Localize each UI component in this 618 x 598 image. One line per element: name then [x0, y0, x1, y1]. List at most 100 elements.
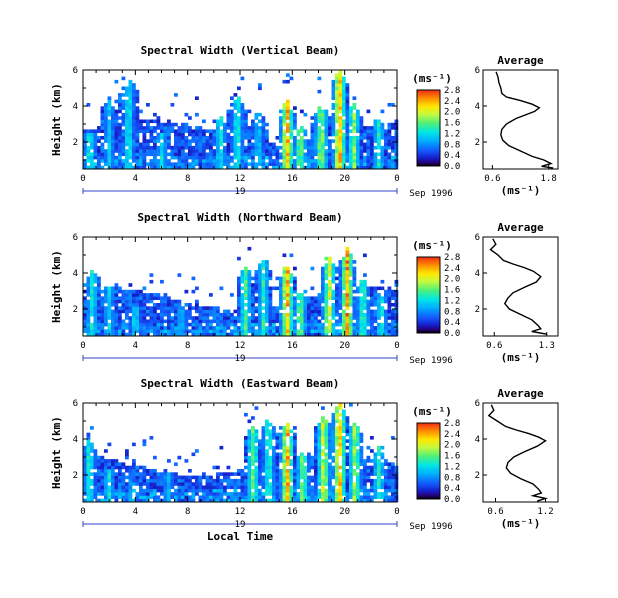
panel2-cell [345, 306, 350, 310]
panel1-cell [181, 152, 185, 157]
panel2-cell [195, 326, 199, 330]
panel2-cell [240, 276, 245, 281]
panel3-cell [321, 429, 325, 433]
panel2-cell [387, 289, 392, 294]
panel2-cell [370, 293, 374, 297]
panel2-cell [268, 332, 273, 337]
panel1-cell [331, 103, 336, 107]
panel2-cell [342, 276, 346, 281]
panel3-cell [282, 498, 287, 503]
panel1-cell [289, 116, 294, 120]
panel2-cell [268, 309, 273, 314]
panel1-cell [349, 142, 353, 147]
panel2-cell [352, 303, 357, 307]
panel1-colorbar-segment [417, 124, 440, 126]
panel2-cell [114, 296, 119, 300]
panel3-cell [373, 495, 378, 499]
panel3-cell [286, 449, 290, 453]
panel3-cell [188, 469, 192, 473]
panel1-colorbar-segment [417, 160, 440, 163]
panel3-cell [100, 488, 105, 493]
panel2-cell [160, 316, 164, 320]
panel2-cell [261, 316, 266, 320]
panel1-cell [373, 136, 378, 140]
panel3-cell [338, 419, 343, 424]
panel1-cell [254, 142, 259, 147]
panel3-cell [342, 455, 346, 460]
panel1-cell [317, 152, 322, 157]
panel3-cell [244, 475, 248, 480]
panel2-cell [83, 316, 87, 320]
panel3-cell [181, 492, 185, 496]
panel2-cell [268, 270, 273, 274]
panel3-cell [345, 426, 350, 430]
panel2-cell [128, 329, 133, 333]
panel3-cell [279, 485, 283, 490]
panel2-colorbar-segment [417, 267, 440, 269]
panel2-colorbar-segment [417, 283, 440, 286]
panel3-cell [149, 495, 154, 499]
panel3-cell [97, 475, 101, 480]
panel2-cell [314, 316, 318, 320]
panel2-cell [153, 296, 157, 300]
panel2-cell [142, 299, 147, 304]
panel3-cell [282, 462, 287, 466]
panel2-cell [268, 306, 273, 310]
panel1-colorbar-segment [417, 107, 440, 110]
panel1-cell [226, 116, 231, 120]
panel1-cell [247, 109, 252, 114]
panel1-cell [114, 79, 119, 84]
panel1-cell [181, 132, 185, 137]
panel3-cell [293, 469, 297, 473]
panel2-cell [384, 289, 388, 294]
panel1-cell [121, 149, 126, 153]
panel2-cell [86, 276, 91, 281]
panel3-cell [97, 498, 101, 503]
panel2-colorbar-segment [417, 264, 440, 267]
panel1-cell [268, 145, 273, 150]
panel2-cell [107, 326, 112, 330]
panel2-cell [181, 306, 185, 310]
panel2-cell [366, 289, 371, 294]
panel2-cell [146, 306, 150, 310]
panel2-cell [387, 309, 392, 314]
panel2-cell [349, 266, 353, 271]
panel3-cell [170, 495, 175, 499]
panel2-cell [307, 312, 311, 317]
panel2-cell [212, 329, 217, 333]
panel1-cell [314, 129, 318, 133]
panel2-cell [177, 326, 182, 330]
panel1-cell [237, 155, 241, 160]
panel3-cell [153, 485, 157, 490]
panel3-cell [226, 485, 231, 490]
panel2-cell [349, 332, 353, 337]
panel1-cell [359, 142, 364, 147]
panel2-cell [251, 303, 255, 307]
panel3-cell [163, 472, 168, 476]
panel1-cell [342, 112, 346, 117]
panel3-x-tick-label: 0 [394, 507, 399, 517]
panel3-cell [373, 462, 378, 466]
panel1-cell [391, 162, 395, 166]
panel2-cell [286, 296, 290, 300]
panel1-cell [373, 119, 378, 124]
panel1-cell [352, 119, 357, 124]
panel2-cell [163, 293, 168, 297]
panel3-cell [335, 429, 339, 433]
panel3-cell [223, 472, 227, 476]
panel2-cell [345, 286, 350, 291]
panel2-cell [118, 322, 122, 327]
panel2-cell [342, 273, 346, 277]
panel3-cell [286, 426, 290, 430]
panel1-cell [314, 122, 318, 127]
panel2-cell [195, 322, 199, 327]
panel2-profile-title: Average [497, 221, 544, 234]
panel1-cell [90, 139, 94, 143]
panel1-cell [261, 145, 266, 150]
panel1-cell [373, 132, 378, 137]
panel2-cell [391, 296, 395, 300]
panel1-cell [345, 89, 350, 94]
panel1-cell [100, 112, 105, 117]
panel2-cell [363, 329, 367, 333]
panel3-cell [247, 432, 252, 437]
